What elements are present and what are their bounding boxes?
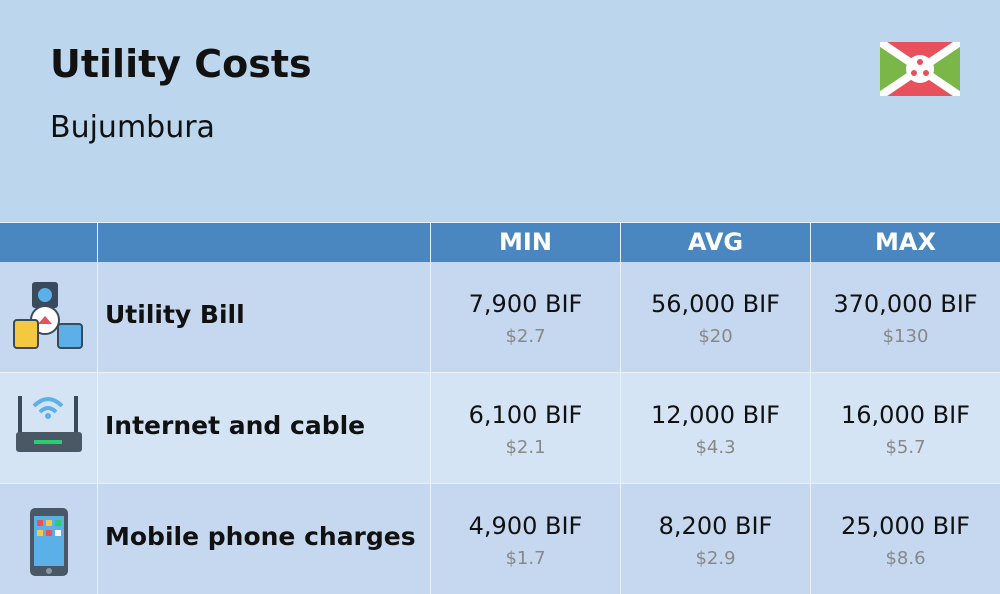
- price-usd: $2.9: [695, 548, 736, 569]
- cell: 16,000 BIF $5.7: [811, 401, 1000, 458]
- divider: [0, 222, 1000, 223]
- price-local: 25,000 BIF: [841, 512, 970, 540]
- cell: 4,900 BIF $1.7: [431, 512, 620, 569]
- subtitle: Bujumbura: [50, 110, 215, 145]
- router-icon: [16, 396, 82, 452]
- table-row: [0, 373, 1000, 483]
- price-usd: $4.3: [695, 437, 736, 458]
- price-local: 8,200 BIF: [658, 512, 773, 540]
- price-usd: $1.7: [505, 548, 546, 569]
- price-local: 56,000 BIF: [651, 290, 780, 318]
- divider: [430, 223, 431, 594]
- flag: [880, 42, 960, 96]
- divider: [810, 223, 811, 594]
- cell: 6,100 BIF $2.1: [431, 401, 620, 458]
- table-row: [0, 262, 1000, 372]
- divider: [0, 372, 1000, 373]
- cell: 25,000 BIF $8.6: [811, 512, 1000, 569]
- col-header: AVG: [687, 228, 744, 256]
- cell: 12,000 BIF $4.3: [621, 401, 810, 458]
- price-local: 6,100 BIF: [468, 401, 583, 429]
- header-row: [0, 223, 1000, 262]
- price-local: 370,000 BIF: [833, 290, 978, 318]
- price-local: 16,000 BIF: [841, 401, 970, 429]
- divider: [97, 223, 98, 594]
- phone-icon: [30, 508, 68, 576]
- price-local: 7,900 BIF: [468, 290, 583, 318]
- price-usd: $2.7: [505, 326, 546, 347]
- price-local: 4,900 BIF: [468, 512, 583, 540]
- row-label: Mobile phone charges: [105, 522, 416, 551]
- col-header: MIN: [499, 228, 552, 256]
- cell: 56,000 BIF $20: [621, 290, 810, 347]
- price-usd: $130: [882, 326, 929, 347]
- price-usd: $2.1: [505, 437, 546, 458]
- utility-icon: [13, 282, 83, 349]
- col-header: MAX: [875, 228, 936, 256]
- cell: 7,900 BIF $2.7: [431, 290, 620, 347]
- title: Utility Costs: [50, 42, 312, 86]
- table-row: [0, 484, 1000, 594]
- cell: 370,000 BIF $130: [811, 290, 1000, 347]
- divider: [620, 223, 621, 594]
- price-usd: $8.6: [885, 548, 926, 569]
- cell: 8,200 BIF $2.9: [621, 512, 810, 569]
- price-usd: $5.7: [885, 437, 926, 458]
- price-usd: $20: [698, 326, 733, 347]
- price-local: 12,000 BIF: [651, 401, 780, 429]
- row-label: Utility Bill: [105, 300, 245, 329]
- divider: [0, 483, 1000, 484]
- row-label: Internet and cable: [105, 411, 366, 440]
